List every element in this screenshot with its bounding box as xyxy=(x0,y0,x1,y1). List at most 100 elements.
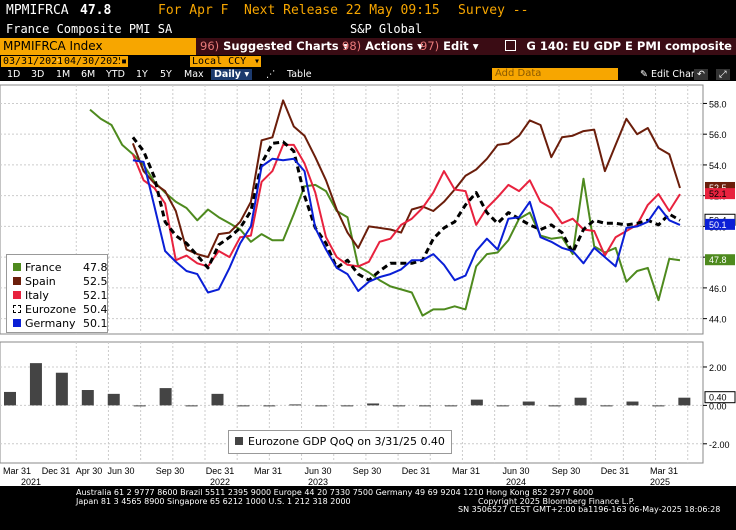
gdp-bar xyxy=(81,390,94,406)
gdp-bar xyxy=(237,405,250,407)
gdp-bar xyxy=(418,405,431,407)
suggested-charts-button[interactable]: 96) Suggested Charts ▾ xyxy=(200,38,348,55)
date-range-row: 03/31/2021 - 04/30/2025 ▪ Local CCY ▾ xyxy=(0,55,736,68)
chevron-down-icon: ▾ xyxy=(342,39,349,53)
gdp-bar xyxy=(444,405,457,407)
calendar-icon[interactable]: ▪ xyxy=(120,56,128,67)
x-tick-label: Dec 31 xyxy=(206,466,235,476)
zoom-icon[interactable]: ⤢ xyxy=(716,69,730,80)
chart-svg: 44.046.048.050.052.054.056.058.047.852.5… xyxy=(0,84,736,487)
chart-type-icon[interactable]: ⋰ xyxy=(266,69,276,80)
lower-panel-legend: Eurozone GDP QoQ on 3/31/25 0.40 xyxy=(228,430,452,454)
add-data-input[interactable]: Add Data xyxy=(492,68,618,80)
for-period: For Apr F xyxy=(158,3,229,18)
period-1y[interactable]: 1Y xyxy=(136,69,148,80)
survey: Survey -- xyxy=(458,3,529,18)
upper-panel-frame xyxy=(0,84,704,335)
last-value-badge-germany xyxy=(705,218,735,230)
actions-button[interactable]: 98) Actions ▾ xyxy=(342,38,423,55)
ticker: MPMIFRCA xyxy=(6,3,69,18)
gdp-bar xyxy=(159,388,172,406)
legend-entry-spain: Spain 52.5 xyxy=(13,275,108,288)
legend-value-italy: 52.1 xyxy=(83,289,108,302)
edit-chart-button[interactable]: ✎ Edit Chart xyxy=(640,69,699,80)
footer-contacts-line1: Australia 61 2 9777 8600 Brazil 5511 239… xyxy=(76,488,594,497)
last-value-badge-italy xyxy=(705,188,735,200)
edit-label: Edit xyxy=(443,39,469,53)
legend-value-spain: 52.5 xyxy=(83,275,108,288)
legend-value-eurozone: 50.4 xyxy=(83,303,108,316)
gdp-bar xyxy=(548,405,561,407)
gdp-bar xyxy=(185,405,198,407)
edit-button[interactable]: 97) Edit ▾ xyxy=(420,38,478,55)
frequency-select[interactable]: Daily ▾ xyxy=(211,69,253,80)
x-tick-label: Jun 30 xyxy=(502,466,529,476)
lower-panel-legend-label: Eurozone GDP QoQ on 3/31/25 0.40 xyxy=(248,435,445,448)
chart-area: 44.046.048.050.052.054.056.058.047.852.5… xyxy=(0,81,736,487)
series-line-italy xyxy=(131,143,681,268)
x-tick-label: Mar 31 xyxy=(254,466,282,476)
period-max[interactable]: Max xyxy=(184,69,204,80)
footer-session-info: SN 3506527 CEST GMT+2:00 ba1196-163 06-M… xyxy=(458,505,721,514)
x-tick-label: Sep 30 xyxy=(156,466,185,476)
gdp-bar xyxy=(29,363,42,406)
y-tick-label: 44.0 xyxy=(709,315,727,325)
period-ytd[interactable]: YTD xyxy=(106,69,125,80)
x-tick-label: Dec 31 xyxy=(42,466,71,476)
period-6m[interactable]: 6M xyxy=(81,69,96,80)
index-field[interactable]: MPMIFRCA Index xyxy=(0,38,196,55)
edit-chart-label: Edit Chart xyxy=(651,69,699,80)
period-5y[interactable]: 5Y xyxy=(160,69,172,80)
frequency-label: Daily xyxy=(214,69,242,80)
gdp-bar xyxy=(393,405,406,407)
last-value-badge-france xyxy=(705,254,735,266)
chevron-down-icon: ▾ xyxy=(244,69,250,80)
last-value-label-germany: 50.1 xyxy=(709,220,727,230)
undo-icon[interactable]: ↶ xyxy=(694,69,708,80)
security-header: MPMIFRCA 47.8 For Apr F Next Release 22 … xyxy=(0,0,736,22)
x-year-label: 2025 xyxy=(650,477,670,486)
start-date-field[interactable]: 03/31/2021 xyxy=(1,56,66,67)
legend-value-france: 47.8 xyxy=(83,261,108,274)
gdp-bar xyxy=(522,401,535,406)
x-tick-label: Apr 30 xyxy=(76,466,103,476)
gdp-bar xyxy=(211,393,224,406)
actions-label: Actions xyxy=(365,39,414,53)
currency-select[interactable]: Local CCY xyxy=(190,56,254,67)
chevron-down-icon[interactable]: ▾ xyxy=(253,56,261,67)
pencil-icon: ✎ xyxy=(640,69,648,80)
period-3d[interactable]: 3D xyxy=(31,69,45,80)
table-tab[interactable]: Table xyxy=(287,69,312,80)
security-description-row: France Composite PMI SA S&P Global xyxy=(0,22,736,38)
lower-last-value-badge xyxy=(704,391,736,404)
end-date-field[interactable]: 04/30/2025 xyxy=(62,56,127,67)
series-line-germany xyxy=(132,157,681,294)
security-description: France Composite PMI SA xyxy=(6,22,173,36)
suggested-charts-num: 96) xyxy=(200,39,220,53)
x-tick-label: Sep 30 xyxy=(552,466,581,476)
chart-template-title[interactable]: G 140: EU GDP E PMI composite xyxy=(505,38,732,55)
gdp-bar xyxy=(133,405,146,407)
x-year-label: 2024 xyxy=(506,477,526,486)
gdp-bar xyxy=(470,399,483,406)
lower-y-tick-label: 2.00 xyxy=(709,363,727,373)
x-tick-label: Mar 31 xyxy=(452,466,480,476)
next-release: Next Release 22 May 09:15 xyxy=(244,3,440,18)
period-tabs-row: 1D 3D 1M 6M YTD 1Y 5Y Max Daily ▾ ⋰ Tabl… xyxy=(0,68,736,81)
period-1d[interactable]: 1D xyxy=(7,69,21,80)
gdp-bar xyxy=(678,397,691,406)
edit-num: 97) xyxy=(420,39,440,53)
x-tick-label: Dec 31 xyxy=(601,466,630,476)
gdp-bar xyxy=(315,405,328,407)
data-source: S&P Global xyxy=(350,22,423,36)
chevron-down-icon: ▾ xyxy=(472,39,479,53)
gdp-bar xyxy=(341,405,354,407)
legend-label-germany: Germany xyxy=(25,317,76,330)
x-year-label: 2022 xyxy=(210,477,230,486)
legend-entry-france: France 47.8 xyxy=(13,261,108,274)
actions-num: 98) xyxy=(342,39,362,53)
x-year-label: 2023 xyxy=(308,477,328,486)
x-year-label: 2021 xyxy=(21,477,41,486)
gdp-bar xyxy=(55,372,68,406)
period-1m[interactable]: 1M xyxy=(56,69,71,80)
